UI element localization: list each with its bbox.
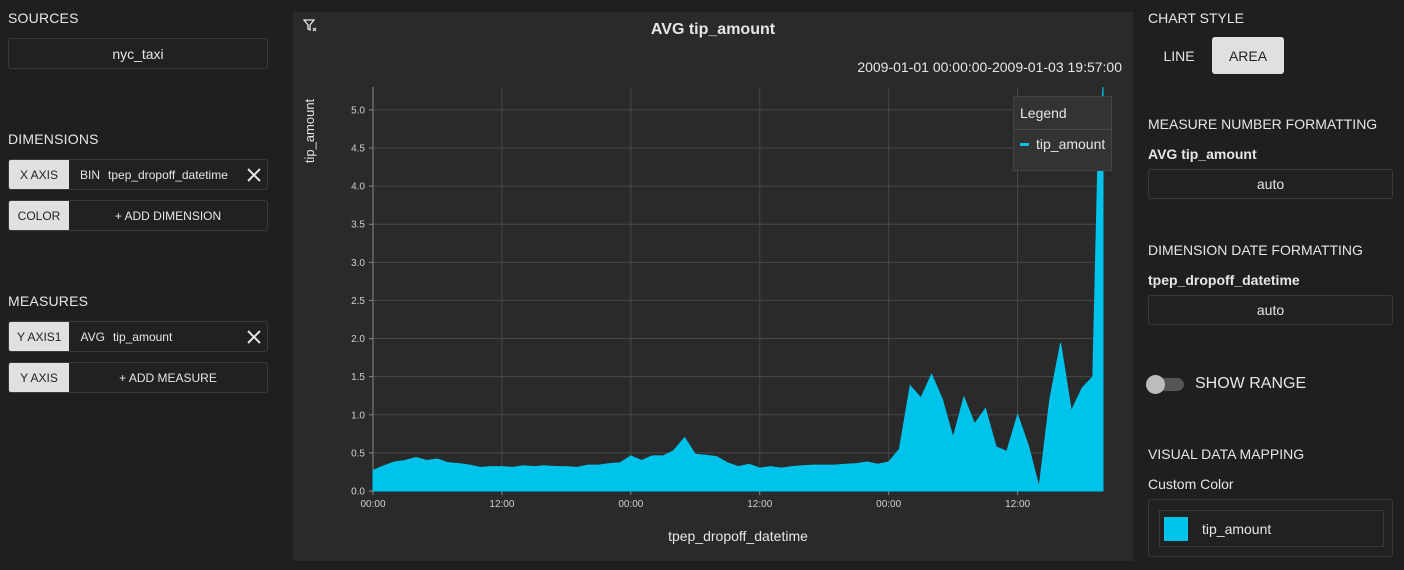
area-series-tip-amount[interactable] bbox=[372, 86, 1104, 492]
y-tick-label: 2.5 bbox=[351, 296, 365, 307]
x-tick-label: 12:00 bbox=[489, 499, 514, 510]
x-axis-pill[interactable]: X AXIS BIN tpep_dropoff_datetime bbox=[8, 159, 268, 190]
legend-item[interactable]: tip_amount bbox=[1020, 136, 1105, 152]
legend-title: Legend bbox=[1020, 105, 1067, 121]
y-tick-label: 2.0 bbox=[351, 334, 365, 345]
add-dimension-button[interactable]: + ADD DIMENSION bbox=[114, 208, 222, 223]
x-tick-label: 12:00 bbox=[1005, 499, 1030, 510]
custom-color-row[interactable]: tip_amount bbox=[1159, 510, 1384, 547]
y-tick-label: 0.0 bbox=[351, 487, 365, 498]
x-tick-label: 00:00 bbox=[360, 499, 385, 510]
legend-item-label: tip_amount bbox=[1036, 136, 1106, 152]
dimension-format-field: tpep_dropoff_datetime bbox=[1148, 272, 1300, 288]
visual-mapping-title: VISUAL DATA MAPPING bbox=[1148, 446, 1305, 462]
show-range-toggle[interactable] bbox=[1146, 375, 1184, 394]
remove-y-axis1-icon[interactable] bbox=[241, 322, 267, 351]
y-tick-label: 4.0 bbox=[351, 182, 365, 193]
remove-x-axis-icon[interactable] bbox=[241, 160, 267, 189]
chart-title: AVG tip_amount bbox=[650, 21, 776, 38]
color-pill[interactable]: COLOR + ADD DIMENSION bbox=[8, 200, 268, 231]
y-axis1-pill[interactable]: Y AXIS1 AVG tip_amount bbox=[8, 321, 268, 352]
y-axis1-tag[interactable]: Y AXIS1 bbox=[9, 322, 70, 351]
y-axis-tag[interactable]: Y AXIS bbox=[9, 363, 69, 392]
custom-color-label: Custom Color bbox=[1148, 476, 1234, 492]
sources-title: SOURCES bbox=[8, 10, 79, 26]
x-tick-label: 00:00 bbox=[876, 499, 901, 510]
area-style-button[interactable]: AREA bbox=[1212, 37, 1284, 74]
chart-style-title: CHART STYLE bbox=[1148, 10, 1244, 26]
y-axis1-field[interactable]: tip_amount bbox=[112, 329, 173, 344]
measures-title: MEASURES bbox=[8, 293, 89, 309]
source-selector[interactable]: nyc_taxi bbox=[8, 38, 268, 69]
y-tick-label: 1.0 bbox=[351, 410, 365, 421]
dimension-format-select[interactable]: auto bbox=[1148, 295, 1393, 325]
x-axis-field[interactable]: tpep_dropoff_datetime bbox=[108, 167, 228, 182]
x-axis-title: tpep_dropoff_datetime bbox=[668, 528, 808, 544]
measure-format-title: MEASURE NUMBER FORMATTING bbox=[1148, 116, 1378, 132]
custom-color-field: tip_amount bbox=[1202, 520, 1272, 537]
legend-divider bbox=[1014, 129, 1111, 130]
y-tick-label: 3.5 bbox=[351, 220, 365, 231]
x-tick-label: 00:00 bbox=[618, 499, 643, 510]
line-style-button[interactable]: LINE bbox=[1163, 47, 1195, 64]
legend: Legend tip_amount bbox=[1013, 96, 1112, 171]
add-measure-button[interactable]: + ADD MEASURE bbox=[119, 370, 217, 385]
color-swatch[interactable] bbox=[1164, 516, 1188, 541]
measure-format-select[interactable]: auto bbox=[1148, 169, 1393, 199]
toggle-knob[interactable] bbox=[1146, 375, 1165, 394]
custom-color-panel: tip_amount bbox=[1148, 499, 1393, 557]
chart-panel: AVG tip_amount 2009-01-01 00:00:00-2009-… bbox=[293, 12, 1133, 561]
x-axis-tag[interactable]: X AXIS bbox=[9, 160, 69, 189]
y-tick-label: 3.0 bbox=[351, 258, 365, 269]
area-chart[interactable]: 0.0 0.5 1.0 1.5 2.0 2.5 3.0 3.5 4.0 4.5 5.0 00:00 12… bbox=[293, 12, 1133, 561]
legend-swatch bbox=[1020, 142, 1029, 146]
color-tag[interactable]: COLOR bbox=[9, 201, 69, 230]
show-range-label: SHOW RANGE bbox=[1195, 375, 1307, 392]
dimensions-title: DIMENSIONS bbox=[8, 131, 99, 147]
y-tick-label: 5.0 bbox=[351, 105, 365, 116]
y-tick-label: 4.5 bbox=[351, 143, 365, 154]
y-axis1-agg[interactable]: AVG bbox=[80, 329, 105, 344]
x-axis-bin[interactable]: BIN bbox=[80, 167, 101, 182]
dimension-format-title: DIMENSION DATE FORMATTING bbox=[1148, 242, 1363, 258]
measure-format-field: AVG tip_amount bbox=[1148, 146, 1257, 162]
y-tick-label: 1.5 bbox=[351, 372, 365, 383]
date-range: 2009-01-01 00:00:00-2009-01-03 19:57:00 bbox=[857, 59, 1122, 75]
clear-filter-icon[interactable] bbox=[302, 18, 318, 34]
y-axis-title: tip_amount bbox=[302, 98, 317, 163]
y-tick-label: 0.5 bbox=[351, 448, 365, 459]
x-tick-label: 12:00 bbox=[747, 499, 772, 510]
y-axis-pill[interactable]: Y AXIS + ADD MEASURE bbox=[8, 362, 268, 393]
